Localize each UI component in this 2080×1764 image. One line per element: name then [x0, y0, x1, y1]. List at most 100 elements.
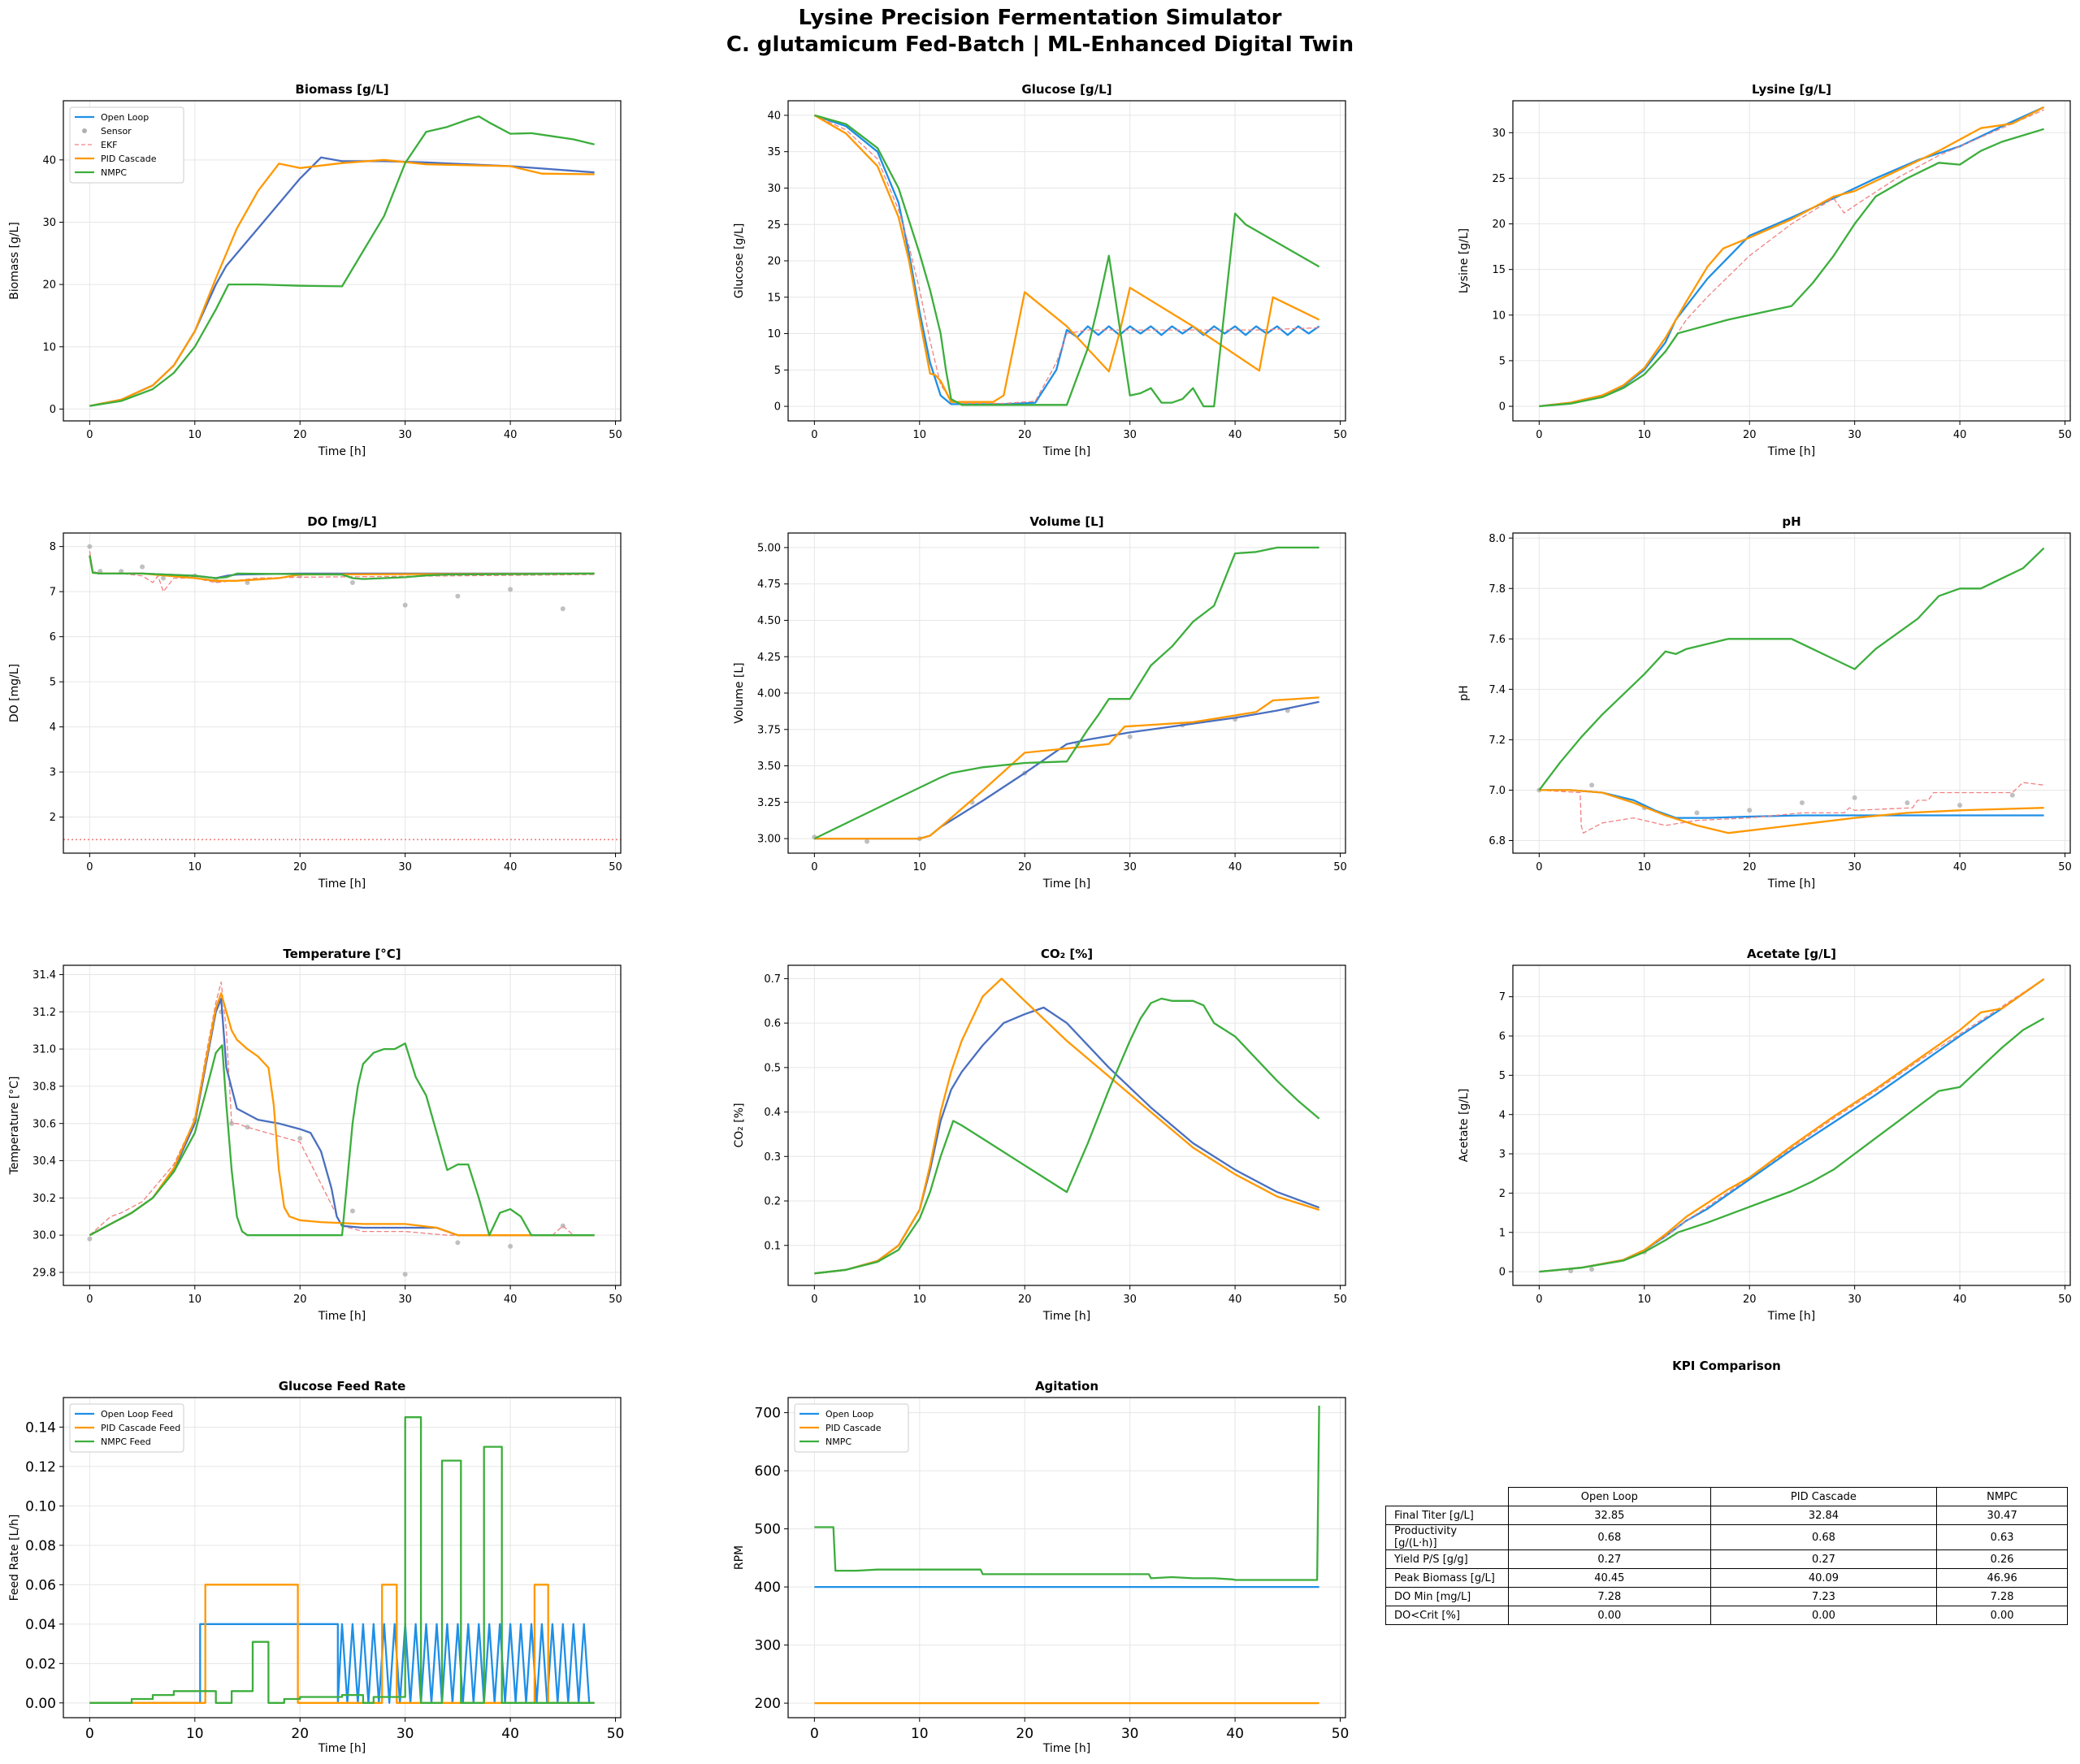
kpi-row: Productivity [g/(L·h)] 0.68 0.68 0.63 [1385, 1524, 2068, 1550]
series-line-pid-cascade [1539, 789, 2044, 834]
y-axis-label: Glucose [g/L] [733, 223, 746, 299]
series-line-nmpc [813, 546, 1320, 840]
x-tick-label: 20 [1743, 1294, 1757, 1306]
sensor-point [1747, 808, 1753, 813]
y-axis-label: Biomass [g/L] [8, 222, 21, 300]
plot-area [89, 1416, 595, 1704]
series-line-pid-cascade [89, 158, 595, 407]
x-axis-label: Time [h] [1767, 1310, 1816, 1323]
y-tick-label: 7 [50, 587, 56, 599]
kpi-cell: 0.68 [1508, 1524, 1711, 1550]
y-tick-label: 4 [50, 722, 56, 734]
kpi-header-row: Open Loop PID Cascade NMPC [1386, 1487, 2068, 1506]
kpi-row-label: Peak Biomass [g/L] [1385, 1568, 1509, 1588]
x-tick-label: 30 [1123, 1294, 1137, 1306]
subplot-title: Agitation [1035, 1379, 1098, 1393]
y-tick-label: 30.4 [32, 1155, 56, 1168]
x-tick-label: 10 [186, 1726, 204, 1742]
y-tick-label: 6.8 [1488, 835, 1506, 847]
x-tick-label: 0 [85, 1726, 94, 1742]
y-tick-label: 7.2 [1488, 735, 1506, 747]
x-tick-label: 10 [913, 429, 927, 441]
legend-label: PID Cascade [826, 1423, 882, 1433]
sensor-point [455, 593, 461, 599]
y-tick-label: 30.8 [32, 1081, 56, 1093]
sensor-point [1589, 1267, 1595, 1272]
x-tick-label: 30 [1848, 1294, 1861, 1306]
subplot-lysine: 0 10 20 30 40 50 0 5 10 15 20 25 30 Lysine [g/L] Time … [1458, 82, 2072, 458]
x-tick-label: 20 [293, 861, 307, 873]
kpi-row-label: DO<Crit [%] [1385, 1606, 1509, 1625]
y-axis-label: Feed Rate [L/h] [8, 1515, 21, 1601]
y-axis-label: Lysine [g/L] [1458, 228, 1471, 293]
x-tick-label: 40 [1953, 1294, 1967, 1306]
kpi-row: Peak Biomass [g/L] 40.45 40.09 46.96 [1385, 1568, 2068, 1588]
kpi-row-label: Productivity [g/(L·h)] [1385, 1524, 1509, 1550]
y-tick-label: 0.6 [764, 1018, 781, 1030]
sensor-point [455, 1240, 461, 1246]
kpi-row-label: Yield P/S [g/g] [1385, 1549, 1509, 1569]
x-tick-label: 50 [1333, 429, 1347, 441]
y-tick-label: 1 [1499, 1227, 1506, 1239]
y-tick-label: 0.1 [764, 1240, 781, 1252]
y-tick-label: 0.04 [25, 1617, 56, 1633]
series-line-pid-cascade [1539, 106, 2045, 408]
plot-area [1539, 106, 2045, 408]
x-tick-label: 40 [1228, 429, 1242, 441]
y-axis-label: Acetate [g/L] [1458, 1089, 1471, 1163]
x-tick-label: 30 [1123, 429, 1137, 441]
x-tick-label: 0 [811, 1294, 817, 1306]
figure-title-line2: C. glutamicum Fed-Batch | ML-Enhanced Di… [726, 33, 1354, 57]
y-tick-label: 40 [42, 154, 56, 167]
x-axis-label: Time [h] [318, 878, 366, 891]
x-axis-label: Time [h] [1767, 878, 1816, 891]
plot-area [814, 1405, 1320, 1705]
series-line-nmpc [814, 997, 1320, 1275]
y-tick-label: 6 [1499, 1031, 1506, 1043]
y-tick-label: 30.6 [32, 1118, 56, 1130]
x-tick-label: 50 [609, 861, 622, 873]
kpi-cell: 32.85 [1508, 1506, 1711, 1525]
x-tick-label: 30 [1121, 1726, 1139, 1742]
plot-frame [787, 1397, 1346, 1718]
y-tick-label: 5 [774, 365, 781, 377]
x-tick-label: 20 [1743, 861, 1757, 873]
y-tick-label: 0.06 [25, 1577, 56, 1593]
x-tick-label: 20 [1018, 429, 1032, 441]
subplot-feed: 0 10 20 30 40 50 0.00 0.02 0.04 0.06 0.08 0.10 0.12 0… [8, 1379, 624, 1755]
subplot-do: 0 10 20 30 40 50 2 3 4 5 6 7 8 DO [mg/L] Time [h] DO [m… [8, 514, 622, 891]
subplot-title: Glucose Feed Rate [279, 1379, 406, 1393]
sensor-point [2009, 792, 2015, 798]
y-tick-label: 35 [767, 146, 781, 158]
y-tick-label: 10 [767, 328, 781, 340]
series-line-nmpc [1538, 547, 2045, 791]
series-line-open-loop [89, 998, 595, 1237]
series-line-pid-cascade [89, 992, 595, 1237]
y-axis-label: pH [1458, 685, 1471, 700]
series-line-open-loop [814, 1006, 1320, 1275]
series-line-pid-cascade [814, 977, 1320, 1275]
sensor-point [1589, 782, 1595, 788]
subplot-title: Lysine [g/L] [1752, 82, 1831, 97]
x-tick-label: 10 [188, 429, 202, 441]
x-tick-label: 40 [504, 861, 518, 873]
y-tick-label: 4.00 [757, 688, 781, 700]
x-axis-label: Time [h] [1042, 445, 1091, 458]
x-tick-label: 40 [504, 429, 518, 441]
subplot-agitation: 0 10 20 30 40 50 200 300 400 500 600 700 Agitation Ti… [733, 1379, 1349, 1755]
series-line-pid-cascade-feed [89, 1584, 595, 1704]
plot-area [814, 977, 1320, 1275]
plot-area [813, 114, 1320, 408]
x-tick-label: 0 [86, 429, 93, 441]
subplot-temperature: 0 10 20 30 40 50 29.8 30.0 30.2 30.4 30.6 30.8 31.0 3… [8, 947, 622, 1323]
y-axis-label: DO [mg/L] [8, 664, 21, 722]
legend-label: EKF [101, 140, 118, 150]
x-tick-label: 50 [2058, 429, 2072, 441]
figure-title: Lysine Precision Fermentation Simulator … [0, 5, 2080, 59]
kpi-cell: 7.28 [1508, 1587, 1711, 1606]
y-tick-label: 5 [1499, 1070, 1506, 1082]
plot-frame [1512, 100, 2071, 422]
series-line-pid-cascade [813, 114, 1320, 403]
y-tick-label: 700 [755, 1406, 781, 1422]
kpi-col-open-loop: Open Loop [1508, 1487, 1711, 1506]
